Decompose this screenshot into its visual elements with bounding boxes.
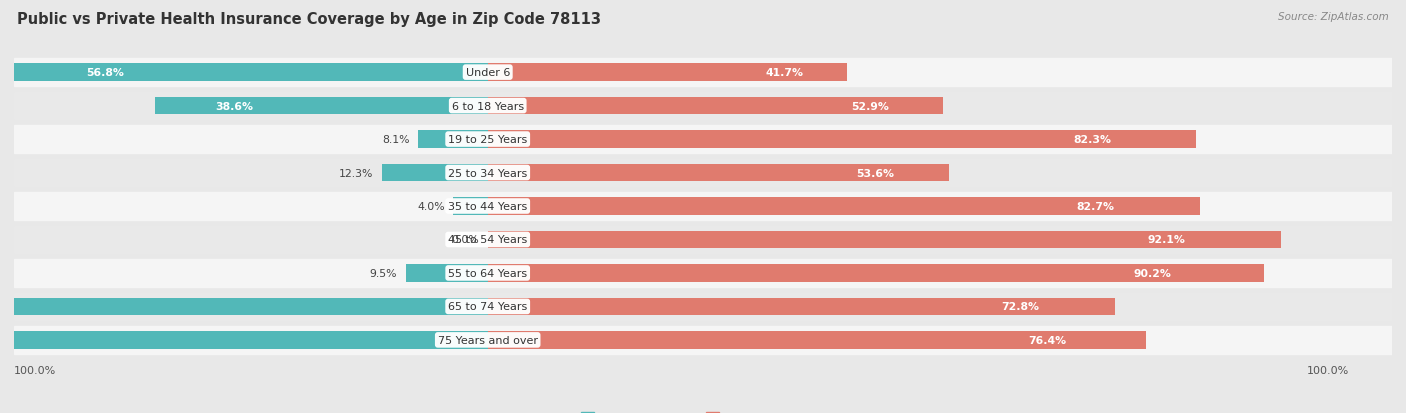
Text: Public vs Private Health Insurance Coverage by Age in Zip Code 78113: Public vs Private Health Insurance Cover… [17,12,600,27]
Text: 82.7%: 82.7% [1077,202,1115,211]
Text: 9.5%: 9.5% [370,268,398,278]
Text: 19 to 25 Years: 19 to 25 Years [449,135,527,145]
Text: 53.6%: 53.6% [856,168,894,178]
Bar [0,64,488,82]
Bar [14,126,1392,153]
Bar [488,331,1146,349]
Text: 75 Years and over: 75 Years and over [437,335,537,345]
Text: Source: ZipAtlas.com: Source: ZipAtlas.com [1278,12,1389,22]
Bar [488,198,1199,215]
Text: 56.8%: 56.8% [87,68,125,78]
Text: 65 to 74 Years: 65 to 74 Years [449,301,527,312]
Text: 0.0%: 0.0% [451,235,479,245]
Text: 90.2%: 90.2% [1133,268,1171,278]
Text: 100.0%: 100.0% [14,365,56,375]
Bar [14,59,1392,87]
Bar [0,331,488,349]
Bar [488,164,949,182]
Bar [14,193,1392,220]
Bar [14,260,1392,287]
Bar [14,159,1392,187]
Text: 52.9%: 52.9% [851,101,889,112]
Legend: Public Insurance, Private Insurance: Public Insurance, Private Insurance [576,408,830,413]
Text: 12.3%: 12.3% [339,168,373,178]
Bar [453,198,488,215]
Text: 8.1%: 8.1% [382,135,409,145]
Bar [14,293,1392,320]
Text: 6 to 18 Years: 6 to 18 Years [451,101,524,112]
Text: 100.0%: 100.0% [1306,365,1348,375]
Bar [14,93,1392,120]
Bar [488,265,1264,282]
Bar [418,131,488,148]
Text: 82.3%: 82.3% [1073,135,1111,145]
Text: 35 to 44 Years: 35 to 44 Years [449,202,527,211]
Text: 4.0%: 4.0% [418,202,444,211]
Text: 45 to 54 Years: 45 to 54 Years [449,235,527,245]
Bar [488,97,943,115]
Bar [14,226,1392,254]
Text: 25 to 34 Years: 25 to 34 Years [449,168,527,178]
Text: 72.8%: 72.8% [1001,301,1039,312]
Bar [488,131,1197,148]
Bar [488,64,846,82]
Bar [382,164,488,182]
Text: 55 to 64 Years: 55 to 64 Years [449,268,527,278]
Text: 92.1%: 92.1% [1147,235,1185,245]
Bar [488,231,1281,249]
Bar [14,326,1392,354]
Text: 76.4%: 76.4% [1029,335,1067,345]
Bar [488,298,1115,316]
Text: 41.7%: 41.7% [766,68,804,78]
Text: 38.6%: 38.6% [215,101,253,112]
Text: Under 6: Under 6 [465,68,510,78]
Bar [406,265,488,282]
Bar [0,298,488,316]
Bar [155,97,488,115]
